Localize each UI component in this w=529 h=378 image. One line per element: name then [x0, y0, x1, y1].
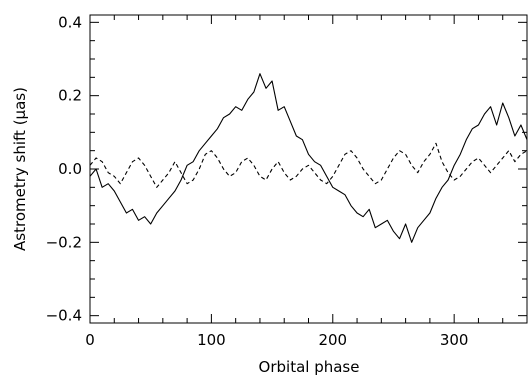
y-tick-label: 0.0 — [58, 160, 82, 178]
series-line-dashed — [89, 142, 528, 188]
y-tick-label: −0.4 — [46, 307, 82, 325]
y-tick-label: −0.2 — [46, 233, 82, 251]
x-tick-label: 300 — [440, 331, 469, 349]
series-group — [89, 73, 528, 243]
x-axis-label: Orbital phase — [259, 358, 360, 376]
x-tick-label: 0 — [85, 331, 95, 349]
x-axis-ticks: 0 100 200 300 — [85, 15, 528, 349]
x-tick-label: 200 — [318, 331, 347, 349]
y-axis-ticks: −0.4 −0.2 0.0 0.2 0.4 — [46, 13, 527, 325]
y-tick-label: 0.2 — [58, 87, 82, 105]
y-axis-label: Astrometry shift (μas) — [11, 87, 29, 251]
y-tick-label: 0.4 — [58, 13, 82, 31]
x-tick-label: 100 — [197, 331, 226, 349]
plot-area-border — [89, 14, 528, 324]
plot-frame — [89, 14, 528, 324]
series-line-solid — [89, 73, 528, 243]
